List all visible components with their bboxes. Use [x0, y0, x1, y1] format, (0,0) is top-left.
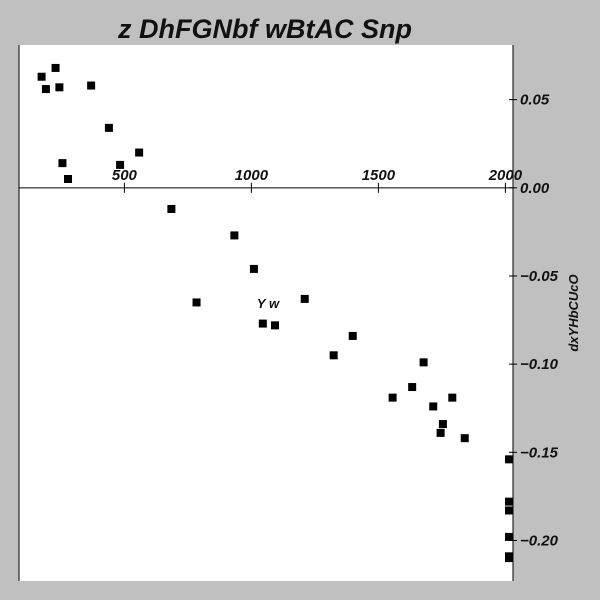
y-tick-label: 0.05	[520, 92, 550, 109]
data-point	[271, 321, 280, 330]
data-point	[249, 264, 258, 273]
data-point	[104, 123, 113, 132]
y-tick-label: −0.15	[520, 444, 559, 461]
data-point	[419, 358, 428, 367]
data-point	[167, 204, 176, 213]
data-point	[348, 331, 357, 340]
data-point	[460, 434, 469, 443]
x-axis-label: Y w	[257, 296, 280, 311]
plot-area	[19, 45, 513, 581]
data-point	[388, 393, 397, 402]
data-point	[55, 83, 64, 92]
data-points	[37, 63, 513, 563]
data-point	[300, 294, 309, 303]
y-axis-label: dxYHbCUcO	[566, 274, 581, 351]
data-point	[51, 63, 60, 72]
y-tick-label: −0.10	[520, 356, 559, 373]
y-ticks: 0.05 0.00 −0.05 −0.10 −0.15 −0.20	[509, 92, 559, 549]
data-point	[116, 160, 125, 169]
chart-title: z DhFGNbf wBtAC Snp	[117, 14, 412, 44]
x-ticks: 500 1000 1500 2000	[112, 167, 523, 193]
data-point	[192, 298, 201, 307]
data-point	[429, 402, 438, 411]
data-point	[87, 81, 96, 90]
data-point	[505, 455, 513, 464]
data-point	[41, 85, 50, 94]
data-point	[64, 175, 73, 183]
data-point	[505, 497, 513, 506]
y-tick-label: −0.05	[520, 268, 559, 285]
data-point	[505, 506, 513, 515]
data-point	[258, 319, 267, 328]
data-point	[329, 351, 338, 360]
data-point	[408, 383, 417, 392]
x-tick-label: 1000	[235, 167, 269, 184]
data-point	[505, 552, 513, 561]
data-point	[438, 420, 447, 429]
data-point	[448, 393, 457, 402]
y-tick-label: 0.00	[520, 180, 550, 197]
data-point	[230, 231, 239, 240]
data-point	[58, 159, 67, 168]
data-point	[37, 72, 46, 81]
data-point	[436, 428, 445, 437]
data-point	[135, 148, 144, 157]
x-tick-label: 2000	[488, 167, 523, 184]
x-tick-label: 500	[112, 167, 138, 184]
x-tick-label: 1500	[362, 167, 396, 184]
data-point	[505, 532, 513, 541]
y-tick-label: −0.20	[520, 532, 559, 549]
